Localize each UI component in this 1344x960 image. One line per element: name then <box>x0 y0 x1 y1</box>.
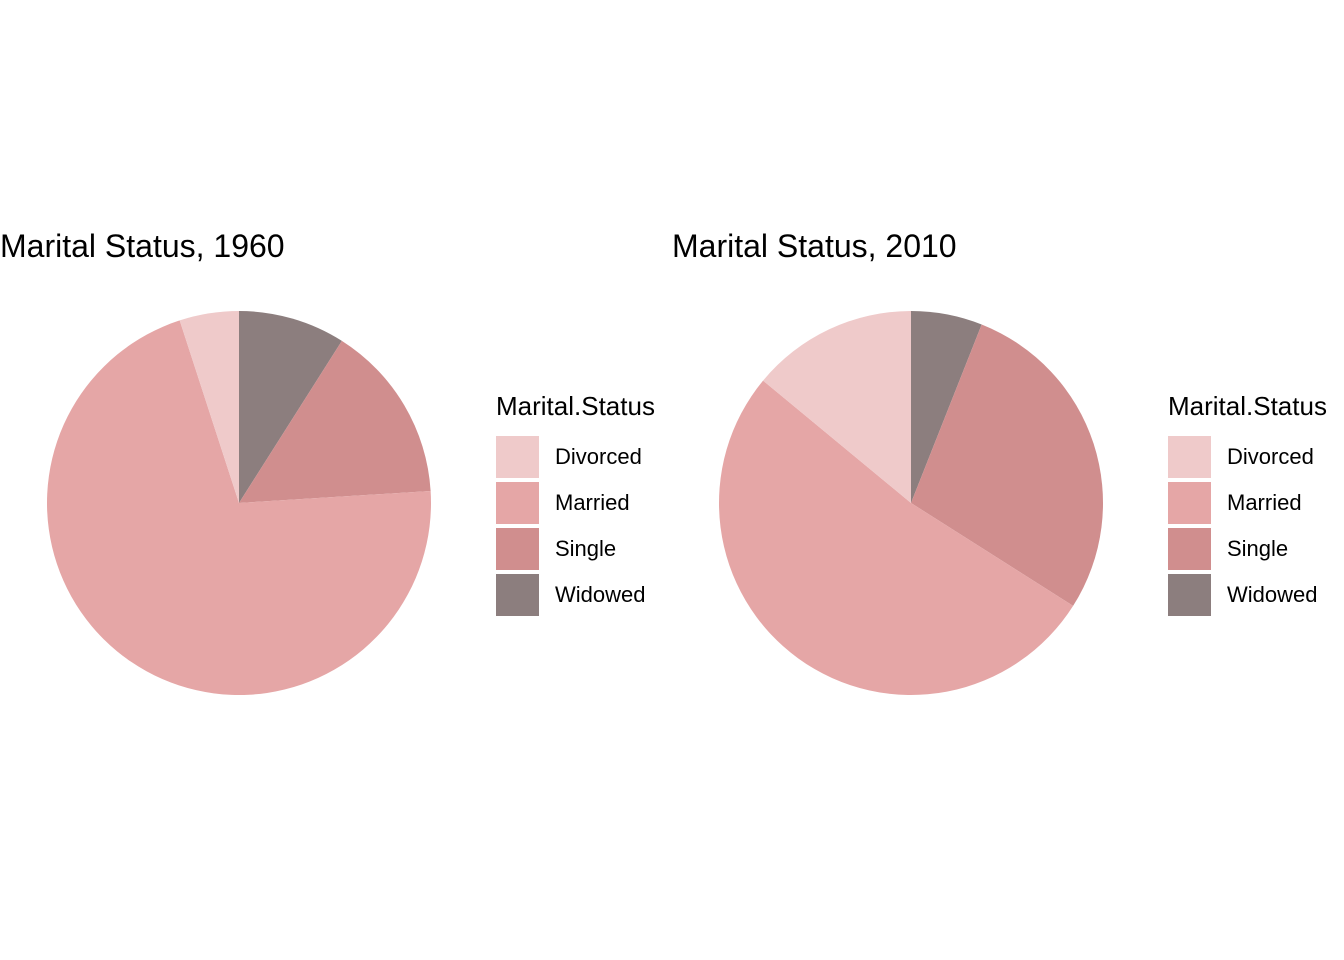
legend-key-widowed <box>1168 574 1211 616</box>
pie-slice-divorced <box>763 311 911 503</box>
legend-item-single: Single <box>1168 526 1327 572</box>
pie-chart-2010 <box>719 311 1103 695</box>
legend-label-single: Single <box>555 536 617 561</box>
legend: Marital.Status Divorced Married Single W… <box>1168 388 1327 618</box>
legend-item-divorced: Divorced <box>1168 434 1327 480</box>
chart-title: Marital Status, 2010 <box>672 228 957 264</box>
pie-slice-married <box>719 380 1074 695</box>
pie-slice-single <box>239 340 431 503</box>
legend-label-single: Single <box>1227 536 1289 561</box>
legend-label-widowed: Widowed <box>1227 582 1318 607</box>
pie-slice-widowed <box>911 311 982 503</box>
pie-slice-widowed <box>239 311 342 503</box>
pie-slice-single <box>911 324 1103 606</box>
legend-label-married: Married <box>1227 490 1302 515</box>
legend-key-single <box>1168 528 1211 570</box>
legend-item-single: Single <box>496 526 655 572</box>
legend-title: Marital.Status <box>1168 391 1327 421</box>
legend-item-married: Married <box>496 480 655 526</box>
legend-label-divorced: Divorced <box>1227 444 1314 469</box>
chart-title: Marital Status, 1960 <box>0 228 285 264</box>
legend: Marital.Status Divorced Married Single W… <box>496 388 655 618</box>
legend-key-married <box>496 482 539 524</box>
pie-slice-divorced <box>179 311 239 503</box>
legend-label-divorced: Divorced <box>555 444 642 469</box>
legend-key-married <box>1168 482 1211 524</box>
legend-item-divorced: Divorced <box>496 434 655 480</box>
legend-key-divorced <box>496 436 539 478</box>
legend-key-single <box>496 528 539 570</box>
legend-key-widowed <box>496 574 539 616</box>
pie-slice-married <box>47 320 432 696</box>
chart-panel-1960: Marital Status, 1960 Marital.Status Divo… <box>0 228 655 696</box>
legend-label-widowed: Widowed <box>555 582 646 607</box>
legend-item-widowed: Widowed <box>1168 572 1327 618</box>
legend-item-married: Married <box>1168 480 1327 526</box>
legend-key-divorced <box>1168 436 1211 478</box>
legend-label-married: Married <box>555 490 630 515</box>
legend-title: Marital.Status <box>496 391 655 421</box>
pie-chart-1960 <box>47 311 432 696</box>
legend-item-widowed: Widowed <box>496 572 655 618</box>
chart-panel-2010: Marital Status, 2010 Marital.Status Divo… <box>672 0 1344 960</box>
